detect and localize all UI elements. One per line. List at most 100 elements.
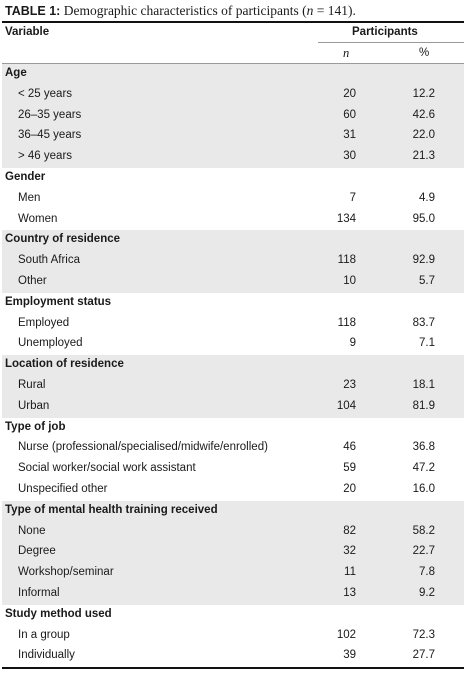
table-row: In a group 102 72.3	[2, 626, 464, 647]
row-percent-value: 72.3	[412, 628, 435, 641]
table-row: Degree 32 22.7	[2, 542, 464, 564]
row-label: Individually	[18, 649, 75, 662]
row-label: Men	[18, 191, 41, 204]
header-n: n	[343, 46, 350, 60]
row-percent-value: 22.7	[412, 545, 435, 558]
row-n-value: 23	[343, 378, 356, 391]
row-n-value: 118	[337, 316, 356, 329]
row-percent-value: 5.7	[419, 274, 435, 287]
table-row: None 82 58.2	[2, 521, 464, 543]
row-n-value: 32	[343, 545, 356, 558]
row-label: 36–45 years	[18, 129, 82, 142]
row-n-value: 59	[343, 462, 356, 475]
row-n-value: 20	[343, 87, 356, 100]
row-n-value: 118	[337, 254, 356, 267]
row-n-value: 46	[343, 441, 356, 454]
table-row: Unspecified other 20 16.0	[2, 480, 464, 501]
row-n-value: 9	[349, 337, 356, 350]
row-label: South Africa	[18, 254, 81, 267]
row-percent-value: 42.6	[412, 108, 435, 121]
group-title: Country of residence	[5, 233, 121, 246]
row-percent-value: 7.1	[419, 337, 435, 350]
row-percent-value: 22.0	[412, 129, 435, 142]
bottom-rule	[2, 667, 464, 669]
row-n-value: 30	[343, 150, 356, 163]
table-caption: TABLE 1: Demographic characteristics of …	[5, 3, 356, 19]
row-percent-value: 92.9	[412, 254, 435, 267]
table-row: Informal 13 9.2	[2, 583, 464, 605]
row-percent-value: 21.3	[412, 150, 435, 163]
row-n-value: 13	[343, 586, 356, 599]
top-rule	[2, 21, 464, 23]
row-label: 26–35 years	[18, 108, 82, 121]
row-label: Employed	[18, 316, 70, 329]
table-row: > 46 years 30 21.3	[2, 147, 464, 168]
row-n-value: 102	[336, 628, 356, 641]
row-n-value: 60	[343, 108, 356, 121]
group-header-row: Gender	[2, 168, 464, 189]
row-percent-value: 27.7	[412, 649, 435, 662]
row-n-value: 10	[343, 274, 356, 287]
group-header-row: Location of residence	[2, 355, 464, 376]
row-percent-value: 18.1	[412, 378, 435, 391]
header-participants: Participants	[352, 26, 418, 38]
row-label: Rural	[18, 378, 46, 391]
row-label: Other	[18, 274, 47, 287]
table-row: Other 10 5.7	[2, 271, 464, 293]
row-n-value: 11	[344, 566, 356, 579]
row-percent-value: 12.2	[412, 87, 435, 100]
group-title: Gender	[5, 170, 46, 183]
group-title: Location of residence	[5, 358, 124, 371]
group-title: Type of mental health training received	[5, 503, 218, 516]
caption-text: Demographic characteristics of participa…	[60, 3, 307, 18]
row-n-value: 20	[343, 482, 356, 495]
row-percent-value: 7.8	[419, 566, 435, 579]
row-percent-value: 95.0	[412, 212, 435, 225]
row-percent-value: 36.8	[412, 441, 435, 454]
row-percent-value: 16.0	[412, 482, 435, 495]
row-n-value: 134	[336, 212, 356, 225]
table-row: < 25 years 20 12.2	[2, 84, 464, 106]
group-header-row: Employment status	[2, 293, 464, 314]
row-percent-value: 4.9	[419, 191, 435, 204]
row-label: Nurse (professional/specialised/midwife/…	[18, 441, 268, 454]
participants-underline	[318, 42, 464, 43]
row-percent-value: 47.2	[412, 462, 435, 475]
row-label: In a group	[18, 628, 70, 641]
header-pct: %	[419, 47, 430, 59]
row-label: Urban	[18, 399, 50, 412]
table-body: Age < 25 years 20 12.2 26–35 years 60 42.6 36–4…	[2, 64, 464, 667]
table-row: 26–35 years 60 42.6	[2, 105, 464, 127]
group-title: Employment status	[5, 295, 112, 308]
row-label: Workshop/seminar	[18, 566, 114, 579]
table-row: Men 7 4.9	[2, 189, 464, 210]
group-title: Study method used	[5, 607, 112, 620]
table-row: Workshop/seminar 11 7.8	[2, 563, 464, 584]
table-row: Nurse (professional/specialised/midwife/…	[2, 438, 464, 459]
table-row: Rural 23 18.1	[2, 375, 464, 397]
group-header-row: Age	[2, 64, 464, 85]
header-rule	[2, 63, 464, 64]
group-header-row: Study method used	[2, 605, 464, 626]
table-row: Unemployed 9 7.1	[2, 334, 464, 355]
table-row: Individually 39 27.7	[2, 646, 464, 667]
row-label: Unspecified other	[18, 482, 108, 495]
row-percent-value: 9.2	[419, 586, 435, 599]
row-n-value: 39	[343, 649, 356, 662]
row-n-value: 31	[343, 129, 356, 142]
row-n-value: 104	[336, 399, 356, 412]
caption-label: TABLE 1:	[5, 4, 61, 18]
table-row: Employed 118 83.7	[2, 314, 464, 335]
table-row: Women 134 95.0	[2, 210, 464, 231]
row-label: Women	[18, 212, 58, 225]
row-n-value: 82	[343, 524, 356, 537]
caption-n: n	[306, 3, 314, 18]
group-title: Age	[5, 67, 27, 79]
row-label: Unemployed	[18, 337, 83, 350]
header-variable: Variable	[5, 26, 50, 38]
caption-text-end: = 141).	[313, 3, 356, 18]
row-label: None	[18, 524, 46, 537]
row-percent-value: 83.7	[412, 316, 435, 329]
row-label: Social worker/social work assistant	[18, 462, 196, 475]
